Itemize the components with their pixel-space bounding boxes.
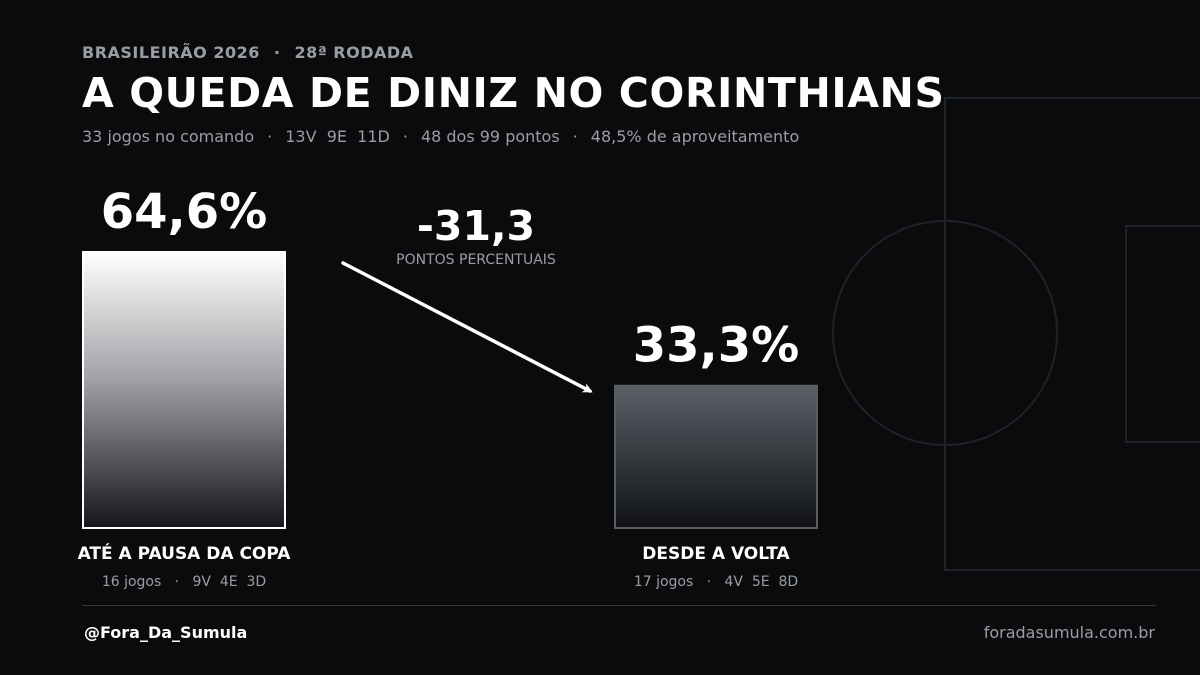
drop-arrow xyxy=(341,261,593,393)
subtitle-points: 48 dos 99 pontos xyxy=(420,127,560,146)
subtitle-games: 33 jogos no comando xyxy=(82,127,255,146)
page-title: A QUEDA DE DINIZ NO CORINTHIANS xyxy=(82,69,945,117)
kicker-round: 28ª RODADA xyxy=(294,43,414,62)
kicker-separator: · xyxy=(273,43,281,62)
bar-1-category-label: ATÉ A PAUSA DA COPA xyxy=(78,542,292,564)
subtitle-separator: · xyxy=(402,127,408,146)
bar-1-detail-label: 16 jogos · 9V 4E 3D xyxy=(102,574,266,590)
subtitle-separator: · xyxy=(267,127,273,146)
kicker-competition: BRASILEIRÃO 2026 xyxy=(82,43,260,62)
difference-label: PONTOS PERCENTUAIS xyxy=(396,252,556,268)
bar-1 xyxy=(82,251,286,529)
bar-2-detail-label: 17 jogos · 4V 5E 8D xyxy=(634,574,798,590)
subtitle: 33 jogos no comando · 13V 9E 11D · 48 dos 99… xyxy=(82,127,799,146)
bar-2-value-label: 33,3% xyxy=(633,318,800,374)
subtitle-percentage: 48,5% de aproveitamento xyxy=(590,127,800,146)
footer-site: foradasumula.com.br xyxy=(983,623,1155,642)
footer-divider xyxy=(82,605,1156,606)
difference-value: -31,3 xyxy=(417,202,535,250)
bar-2 xyxy=(614,384,818,529)
subtitle-separator: · xyxy=(572,127,578,146)
kicker: BRASILEIRÃO 2026 · 28ª RODADA xyxy=(82,43,414,62)
bar-1-value-label: 64,6% xyxy=(101,184,268,240)
subtitle-record: 13V 9E 11D xyxy=(285,127,390,146)
footer-handle: @Fora_Da_Sumula xyxy=(84,623,248,642)
bar-2-category-label: DESDE A VOLTA xyxy=(642,544,790,564)
